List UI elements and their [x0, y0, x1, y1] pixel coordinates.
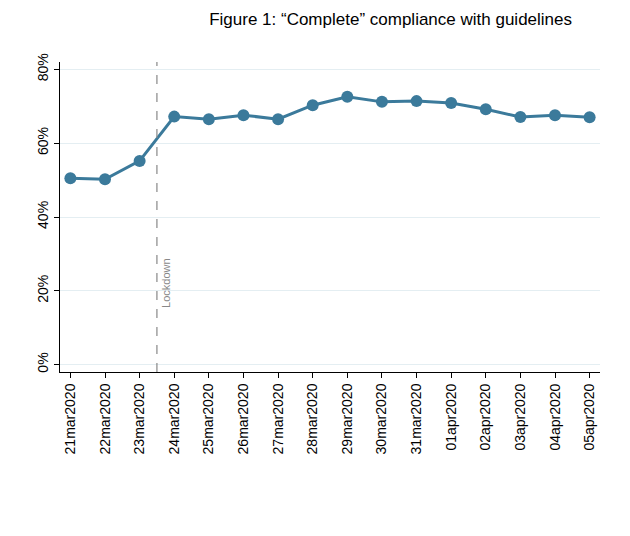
svg-text:04apr2020: 04apr2020 — [547, 383, 563, 450]
svg-text:22mar2020: 22mar2020 — [97, 383, 113, 454]
svg-text:27mar2020: 27mar2020 — [270, 383, 286, 454]
svg-text:21mar2020: 21mar2020 — [62, 383, 78, 454]
svg-text:05apr2020: 05apr2020 — [581, 383, 597, 450]
svg-text:31mar2020: 31mar2020 — [408, 383, 424, 454]
svg-text:25mar2020: 25mar2020 — [200, 383, 216, 454]
svg-text:29mar2020: 29mar2020 — [339, 383, 355, 454]
svg-text:03apr2020: 03apr2020 — [512, 383, 528, 450]
svg-text:26mar2020: 26mar2020 — [235, 383, 251, 454]
svg-text:20%: 20% — [35, 275, 51, 303]
svg-text:80%: 80% — [35, 53, 51, 81]
svg-text:Figure 1: “Complete” complianc: Figure 1: “Complete” compliance with gui… — [209, 10, 572, 29]
svg-text:02apr2020: 02apr2020 — [477, 383, 493, 450]
svg-text:30mar2020: 30mar2020 — [373, 383, 389, 454]
svg-text:24mar2020: 24mar2020 — [166, 383, 182, 454]
svg-text:0%: 0% — [35, 352, 51, 372]
svg-text:01apr2020: 01apr2020 — [443, 383, 459, 450]
svg-text:28mar2020: 28mar2020 — [304, 383, 320, 454]
svg-text:23mar2020: 23mar2020 — [131, 383, 147, 454]
svg-text:60%: 60% — [35, 127, 51, 155]
svg-text:Lockdown: Lockdown — [160, 258, 172, 308]
svg-text:40%: 40% — [35, 201, 51, 229]
